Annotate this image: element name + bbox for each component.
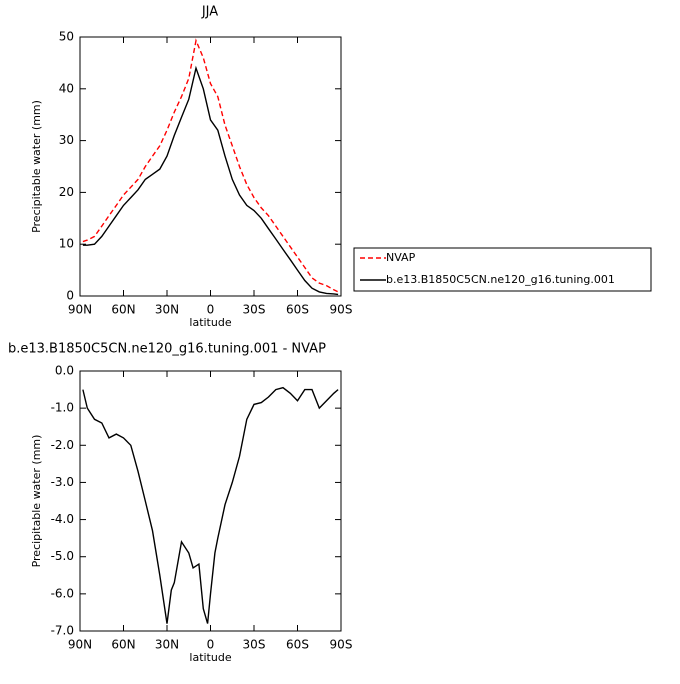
y-tick-label: -6.0 (51, 586, 74, 600)
chart-title: JJA (201, 5, 218, 20)
x-tick-label: 30S (243, 303, 266, 317)
data-line (82, 65, 339, 296)
chart-title: b.e13.B1850C5CN.ne120_g16.tuning.001 - N… (8, 342, 326, 357)
plot-frame (79, 36, 342, 297)
x-tick-label: 90N (68, 303, 92, 317)
legend-box (353, 247, 652, 292)
y-tick-label: -1.0 (51, 401, 74, 415)
x-tick-label: 60N (111, 638, 135, 652)
x-tick-label: 30N (155, 638, 179, 652)
x-tick-label: 0 (207, 638, 215, 652)
y-tick-label: 20 (59, 185, 74, 199)
y-tick-label: 30 (59, 133, 74, 147)
data-line (82, 38, 339, 293)
x-tick-label: 0 (207, 303, 215, 317)
x-tick-label: 30S (243, 638, 266, 652)
x-axis-label: latitude (189, 316, 231, 329)
y-tick-label: -5.0 (51, 549, 74, 563)
y-axis-label: Precipitable water (mm) (30, 100, 43, 233)
x-tick-label: 60S (286, 638, 309, 652)
y-axis-label: Precipitable water (mm) (30, 435, 43, 568)
y-tick-label: -3.0 (51, 475, 74, 489)
legend-label: NVAP (386, 251, 416, 264)
y-tick-label: 0.0 (55, 364, 74, 378)
x-axis-label: latitude (189, 651, 231, 664)
y-tick-label: 40 (59, 81, 74, 95)
x-tick-label: 90S (330, 303, 353, 317)
y-tick-label: -4.0 (51, 512, 74, 526)
y-tick-label: 50 (59, 30, 74, 44)
x-tick-label: 30N (155, 303, 179, 317)
y-tick-label: 0 (66, 289, 74, 303)
x-tick-label: 60N (111, 303, 135, 317)
y-tick-label: 10 (59, 237, 74, 251)
x-tick-label: 60S (286, 303, 309, 317)
data-line (82, 386, 339, 624)
x-tick-label: 90S (330, 638, 353, 652)
y-tick-label: -2.0 (51, 438, 74, 452)
y-tick-label: -7.0 (51, 624, 74, 638)
x-tick-label: 90N (68, 638, 92, 652)
legend-label: b.e13.B1850C5CN.ne120_g16.tuning.001 (386, 273, 615, 286)
